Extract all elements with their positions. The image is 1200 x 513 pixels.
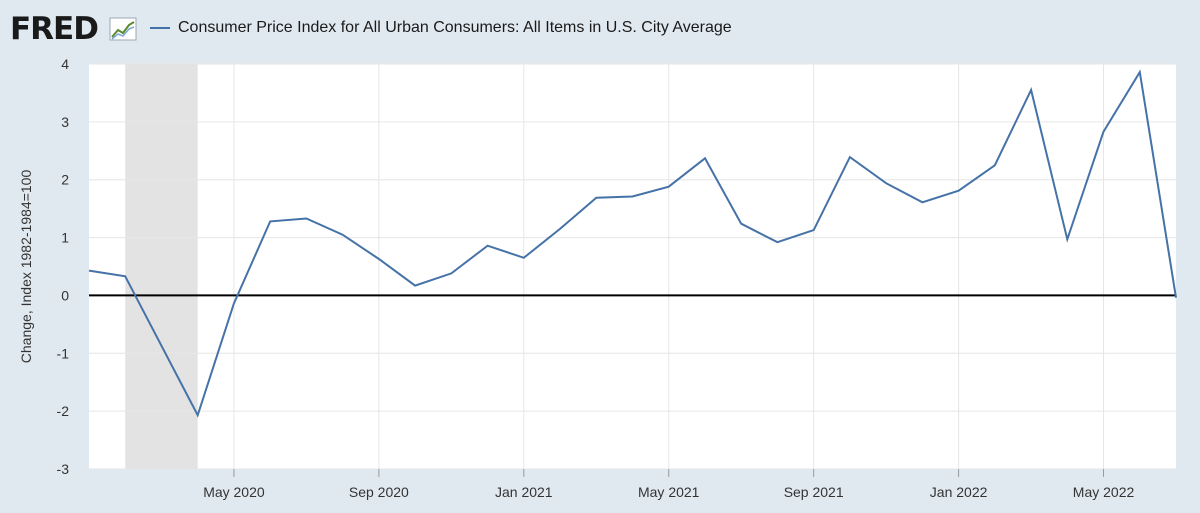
legend[interactable]: Consumer Price Index for All Urban Consu… bbox=[150, 16, 732, 40]
x-tick-label: May 2021 bbox=[638, 484, 700, 500]
recession-shading bbox=[125, 64, 198, 469]
y-tick-label: -2 bbox=[57, 403, 70, 419]
x-tick-label: Sep 2020 bbox=[349, 484, 409, 500]
y-axis-label: Change, Index 1982-1984=100 bbox=[18, 170, 34, 364]
x-tick-label: Jan 2022 bbox=[930, 484, 988, 500]
plot-area bbox=[89, 64, 1176, 469]
series-line[interactable] bbox=[88, 69, 1177, 418]
gridlines bbox=[89, 63, 1176, 477]
y-tick-label: -3 bbox=[57, 461, 70, 477]
legend-label: Consumer Price Index for All Urban Consu… bbox=[178, 19, 732, 36]
y-tick-label: -1 bbox=[57, 345, 70, 361]
legend-swatch bbox=[150, 27, 170, 29]
line-graph-icon bbox=[109, 17, 137, 41]
x-axis-tick-labels: May 2020 Sep 2020 Jan 2021 May 2021 Sep 2021… bbox=[203, 484, 1134, 500]
y-tick-label: 3 bbox=[61, 114, 69, 130]
y-tick-label: 2 bbox=[61, 172, 69, 188]
y-tick-label: 0 bbox=[61, 287, 69, 303]
recession-band bbox=[125, 64, 198, 469]
fred-logo-text: FRED bbox=[10, 11, 98, 44]
y-tick-label: 1 bbox=[61, 230, 69, 246]
fred-logo: FRED bbox=[10, 11, 137, 44]
x-tick-label: May 2022 bbox=[1073, 484, 1135, 500]
x-tick-label: Jan 2021 bbox=[495, 484, 553, 500]
x-tick-label: May 2020 bbox=[203, 484, 265, 500]
y-tick-label: 4 bbox=[61, 56, 69, 72]
x-tick-label: Sep 2021 bbox=[784, 484, 844, 500]
y-axis-tick-labels: 4 3 2 1 0 -1 -2 -3 bbox=[57, 56, 70, 477]
